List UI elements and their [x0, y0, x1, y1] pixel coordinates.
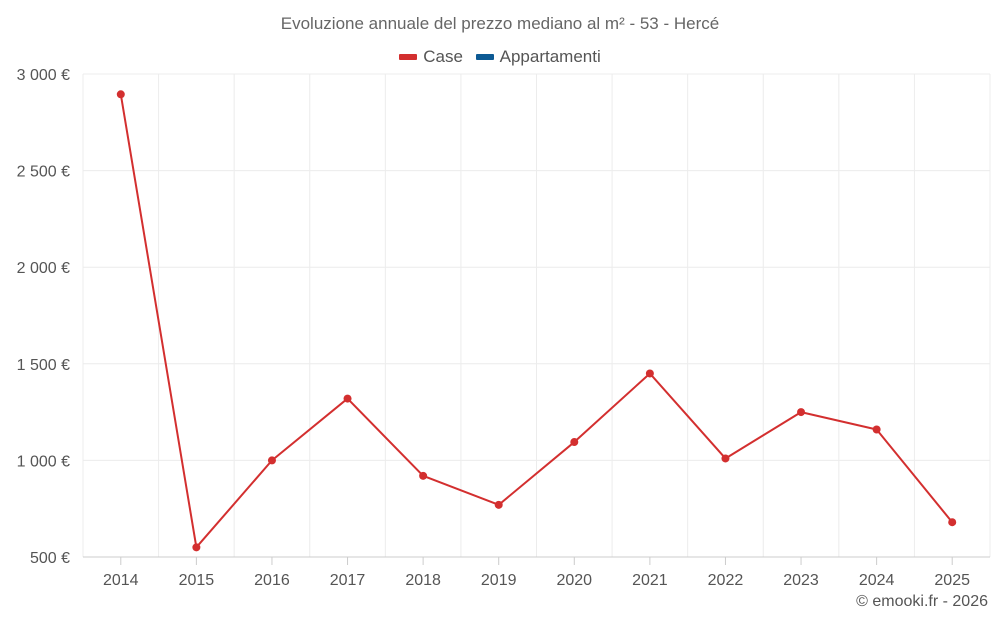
- x-tick-label: 2017: [330, 572, 366, 589]
- legend-swatch-case: [399, 54, 418, 60]
- y-tick-label: 500 €: [30, 550, 70, 567]
- x-tick-label: 2015: [179, 572, 215, 589]
- data-point-case-2024[interactable]: [872, 425, 881, 434]
- data-point-case-2023[interactable]: [797, 408, 806, 417]
- x-tick-label: 2020: [556, 572, 592, 589]
- legend-item-case[interactable]: Case: [399, 47, 463, 67]
- grid-lines: [82, 73, 991, 558]
- y-tick-label: 3 000 €: [17, 67, 70, 84]
- legend: Case Appartamenti: [0, 45, 1000, 67]
- legend-label-case: Case: [423, 47, 463, 66]
- data-point-case-2018[interactable]: [419, 471, 428, 480]
- data-point-case-2017[interactable]: [343, 394, 352, 403]
- y-tick-label: 1 500 €: [17, 357, 70, 374]
- x-tick-label: 2021: [632, 572, 668, 589]
- y-tick-label: 2 500 €: [17, 164, 70, 181]
- copyright-credit: © emooki.fr - 2026: [856, 593, 988, 610]
- data-point-case-2015[interactable]: [192, 543, 201, 552]
- data-point-case-2022[interactable]: [721, 454, 730, 463]
- data-point-case-2021[interactable]: [645, 369, 654, 378]
- x-tick-label: 2024: [859, 572, 895, 589]
- series-layer: [116, 90, 957, 552]
- x-tick-label: 2019: [481, 572, 517, 589]
- data-point-case-2016[interactable]: [267, 456, 276, 465]
- series-line-case: [119, 94, 953, 549]
- data-point-case-2014[interactable]: [116, 90, 125, 99]
- x-tick-label: 2025: [934, 572, 970, 589]
- chart-title: Evoluzione annuale del prezzo mediano al…: [280, 14, 720, 33]
- y-tick-label: 2 000 €: [17, 260, 70, 277]
- x-tick-label: 2018: [405, 572, 441, 589]
- y-tick-label: 1 000 €: [17, 453, 70, 470]
- axes: 500 € 1 000 € 1 500 € 2 000 € 2 500 € 3 000 €…: [17, 67, 970, 589]
- x-tick-label: 2023: [783, 572, 819, 589]
- data-point-case-2025[interactable]: [948, 518, 957, 527]
- x-tick-label: 2022: [708, 572, 744, 589]
- legend-label-appartamenti: Appartamenti: [499, 47, 601, 66]
- data-point-case-2019[interactable]: [494, 500, 503, 509]
- x-tick-label: 2014: [103, 572, 139, 589]
- legend-item-appartamenti[interactable]: Appartamenti: [475, 47, 601, 67]
- x-tick-label: 2016: [254, 572, 290, 589]
- legend-swatch-appartamenti: [475, 54, 494, 60]
- data-point-case-2020[interactable]: [570, 438, 579, 447]
